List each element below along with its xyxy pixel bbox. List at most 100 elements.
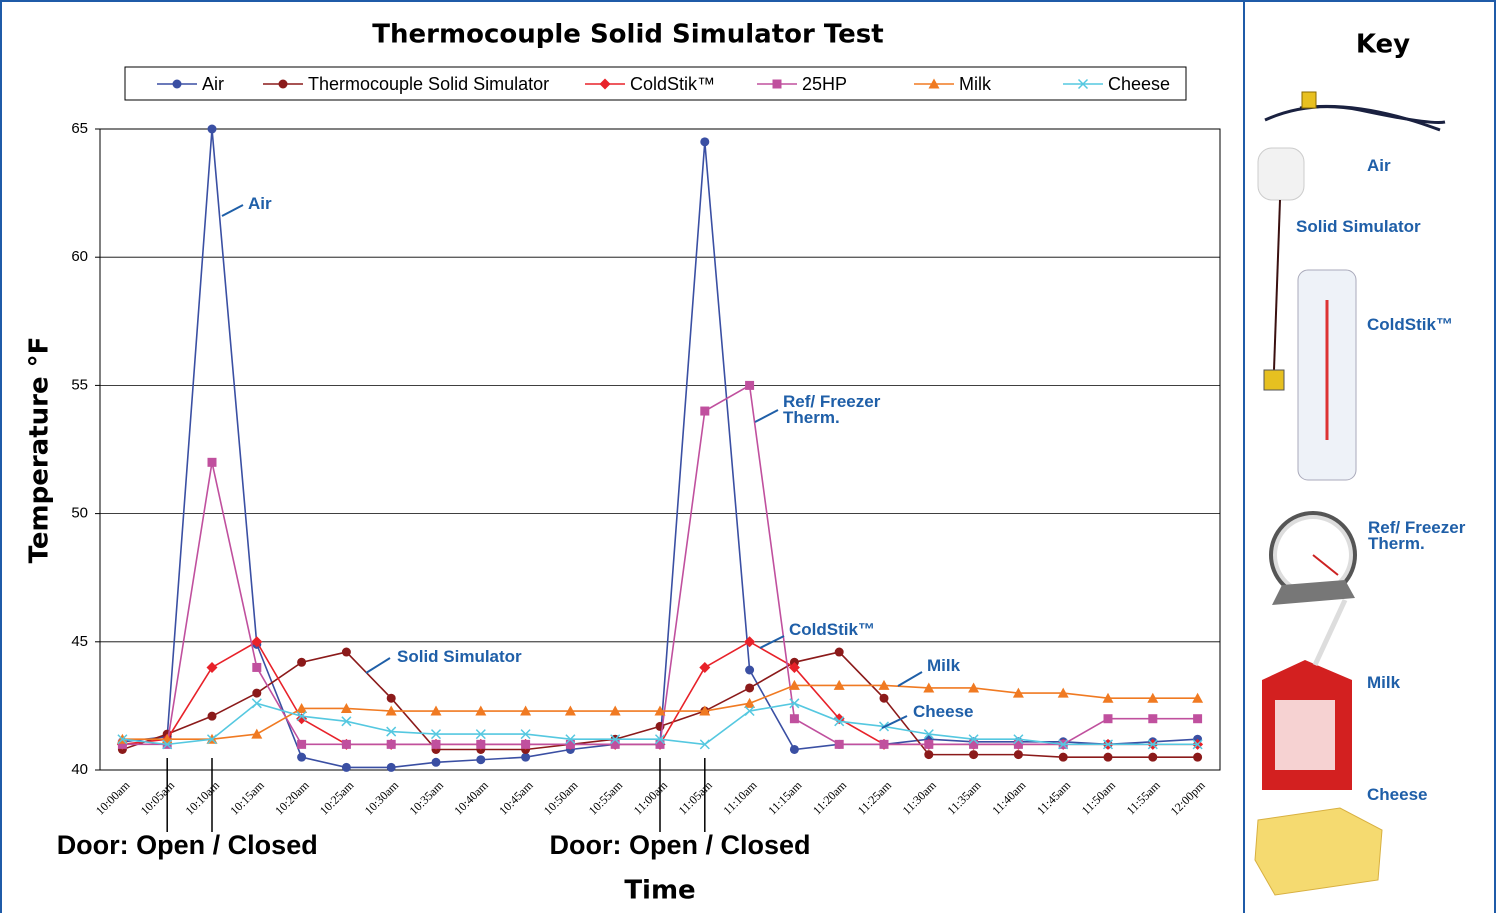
- series-line: [122, 129, 1197, 767]
- annotation-leader: [366, 658, 390, 673]
- x-tick-label: 10:15am: [227, 778, 267, 818]
- point: [297, 740, 306, 749]
- annotation-leader: [222, 205, 243, 216]
- legend-label: Milk: [959, 74, 992, 94]
- chart: Thermocouple Solid Simulator Test Time T…: [0, 0, 1496, 913]
- point: [700, 137, 709, 146]
- point: [880, 740, 889, 749]
- y-tick-label: 60: [71, 248, 88, 265]
- x-tick-label: 10:00am: [93, 778, 133, 818]
- point: [969, 740, 978, 749]
- point: [656, 740, 665, 749]
- y-tick-label: 50: [71, 505, 88, 522]
- y-tick-label: 40: [71, 761, 88, 778]
- point: [611, 740, 620, 749]
- point: [1104, 753, 1113, 762]
- point: [252, 663, 261, 672]
- x-tick-label: 11:20am: [810, 778, 850, 818]
- point: [835, 648, 844, 657]
- x-tick-label: 11:00am: [631, 778, 671, 818]
- point: [745, 666, 754, 675]
- point: [1104, 714, 1113, 723]
- point: [744, 636, 755, 647]
- point: [745, 381, 754, 390]
- x-tick-label: 11:05am: [676, 778, 716, 818]
- point: [207, 662, 218, 673]
- x-tick-label: 10:25am: [317, 778, 357, 818]
- legend-marker: [279, 80, 288, 89]
- key-label: Air: [1367, 158, 1467, 174]
- point: [297, 658, 306, 667]
- x-tick-label: 11:15am: [765, 778, 805, 818]
- point: [790, 714, 799, 723]
- point: [700, 407, 709, 416]
- x-tick-label: 11:35am: [944, 778, 984, 818]
- x-tick-label: 11:45am: [1034, 778, 1074, 818]
- x-tick-label: 11:30am: [900, 778, 940, 818]
- legend-label: Thermocouple Solid Simulator: [308, 74, 549, 94]
- point: [342, 740, 351, 749]
- point: [432, 758, 441, 767]
- point: [297, 753, 306, 762]
- point: [521, 740, 530, 749]
- point: [835, 740, 844, 749]
- point: [566, 740, 575, 749]
- x-tick-label: 10:05am: [138, 778, 178, 818]
- x-tick-label: 11:50am: [1079, 778, 1119, 818]
- point: [1014, 750, 1023, 759]
- point: [924, 740, 933, 749]
- point: [969, 750, 978, 759]
- legend-label: Air: [202, 74, 224, 94]
- legend-marker: [773, 80, 782, 89]
- annotation: Cheese: [913, 704, 1003, 720]
- x-tick-label: 11:25am: [855, 778, 895, 818]
- key-label: Solid Simulator: [1296, 219, 1456, 235]
- x-tick-label: 10:55am: [586, 778, 626, 818]
- point: [252, 699, 261, 708]
- key-label: Ref/ Freezer Therm.: [1368, 520, 1488, 552]
- legend-label: 25HP: [802, 74, 847, 94]
- point: [1148, 714, 1157, 723]
- door-label: Door: Open / Closed: [549, 830, 810, 860]
- key-label: Cheese: [1367, 787, 1447, 803]
- legend-label: Cheese: [1108, 74, 1170, 94]
- point: [880, 694, 889, 703]
- x-tick-label: 11:10am: [720, 778, 760, 818]
- legend-marker: [173, 80, 182, 89]
- point: [251, 729, 262, 739]
- point: [208, 125, 217, 134]
- point: [342, 763, 351, 772]
- y-tick-label: 45: [71, 633, 88, 650]
- point: [521, 753, 530, 762]
- annotation-leader: [898, 672, 922, 686]
- key-images: [1255, 92, 1445, 895]
- annotation: ColdStik™: [789, 622, 909, 638]
- x-tick-label: 10:20am: [272, 778, 312, 818]
- y-tick-label: 55: [71, 376, 88, 393]
- door-label: Door: Open / Closed: [57, 830, 318, 860]
- point: [387, 763, 396, 772]
- point: [1193, 753, 1202, 762]
- point: [745, 683, 754, 692]
- point: [208, 712, 217, 721]
- annotation: Ref/ Freezer Therm.: [783, 394, 903, 426]
- point: [699, 662, 710, 673]
- x-tick-label: 10:35am: [406, 778, 446, 818]
- point: [342, 648, 351, 657]
- legend-label: ColdStik™: [630, 74, 715, 94]
- x-tick-label: 10:45am: [496, 778, 536, 818]
- point: [387, 740, 396, 749]
- point: [476, 755, 485, 764]
- x-tick-label: 11:40am: [989, 778, 1029, 818]
- point: [252, 689, 261, 698]
- x-tick-label: 10:10am: [182, 778, 222, 818]
- point: [1148, 753, 1157, 762]
- annotation: Solid Simulator: [397, 649, 597, 665]
- annotation: Milk: [927, 658, 1007, 674]
- point: [208, 458, 217, 467]
- point: [432, 740, 441, 749]
- key-label: Milk: [1367, 675, 1447, 691]
- annotation: Air: [248, 196, 308, 212]
- x-axis-label: Time: [624, 876, 695, 906]
- key-title: Key: [1356, 30, 1410, 60]
